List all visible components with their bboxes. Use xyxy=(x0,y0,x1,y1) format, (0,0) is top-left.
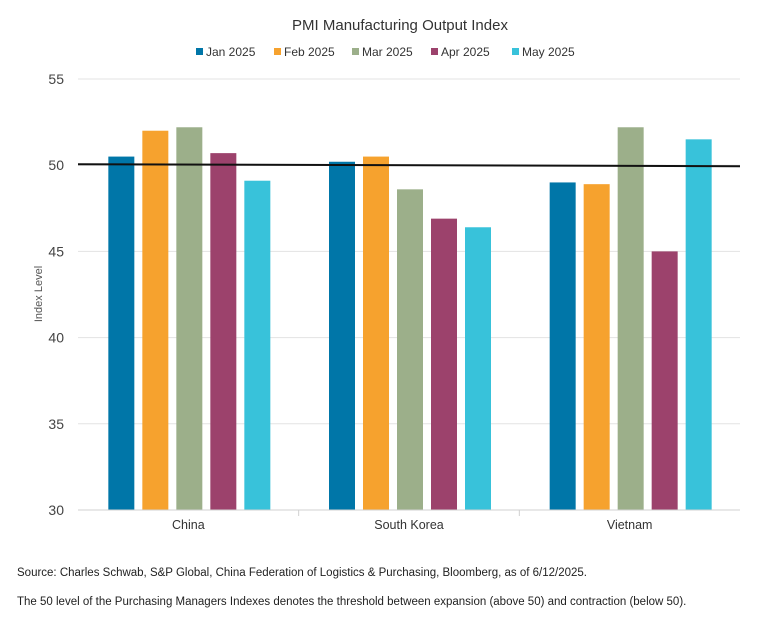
bar xyxy=(651,251,678,510)
bar xyxy=(583,184,610,510)
category-label: South Korea xyxy=(374,518,444,532)
y-tick-label: 55 xyxy=(48,71,64,87)
bar xyxy=(397,189,423,510)
bars xyxy=(108,127,712,511)
legend-swatch xyxy=(512,48,519,55)
bar xyxy=(244,180,271,510)
category-labels: China South Korea Vietnam xyxy=(172,510,652,532)
bar xyxy=(465,227,491,510)
legend-label: Apr 2025 xyxy=(441,45,490,59)
y-tick-label: 40 xyxy=(48,330,64,346)
legend-label: Feb 2025 xyxy=(284,45,335,59)
y-tick-label: 30 xyxy=(48,502,64,518)
y-tick-label: 50 xyxy=(48,157,64,173)
bar xyxy=(176,127,203,510)
legend-swatch xyxy=(431,48,438,55)
legend-swatch xyxy=(274,48,281,55)
bar xyxy=(363,156,389,510)
bar xyxy=(108,156,135,510)
threshold-line xyxy=(77,163,741,168)
bar xyxy=(549,182,576,510)
y-axis-ticks: 30 35 40 45 50 55 xyxy=(48,71,64,518)
y-tick-label: 35 xyxy=(48,416,64,432)
bar xyxy=(329,161,355,510)
legend: Jan 2025 Feb 2025 Mar 2025 Apr 2025 May 2025 xyxy=(196,45,575,59)
pmi-bar-chart: PMI Manufacturing Output Index Jan 2025 F… xyxy=(33,17,741,532)
threshold-note: The 50 level of the Purchasing Managers … xyxy=(17,596,687,608)
bar xyxy=(685,139,712,510)
legend-swatch xyxy=(352,48,359,55)
bar xyxy=(142,130,169,510)
chart-title: PMI Manufacturing Output Index xyxy=(292,17,508,34)
bar xyxy=(210,153,237,510)
legend-label: May 2025 xyxy=(522,45,575,59)
source-note: Source: Charles Schwab, S&P Global, Chin… xyxy=(17,567,587,579)
category-label: China xyxy=(172,518,205,532)
category-label: Vietnam xyxy=(607,518,653,532)
legend-label: Mar 2025 xyxy=(362,45,413,59)
y-axis-label: Index Level xyxy=(33,266,45,322)
y-tick-label: 45 xyxy=(48,243,64,259)
bar xyxy=(617,127,644,510)
legend-label: Jan 2025 xyxy=(206,45,256,59)
bar xyxy=(431,218,457,511)
legend-swatch xyxy=(196,48,203,55)
